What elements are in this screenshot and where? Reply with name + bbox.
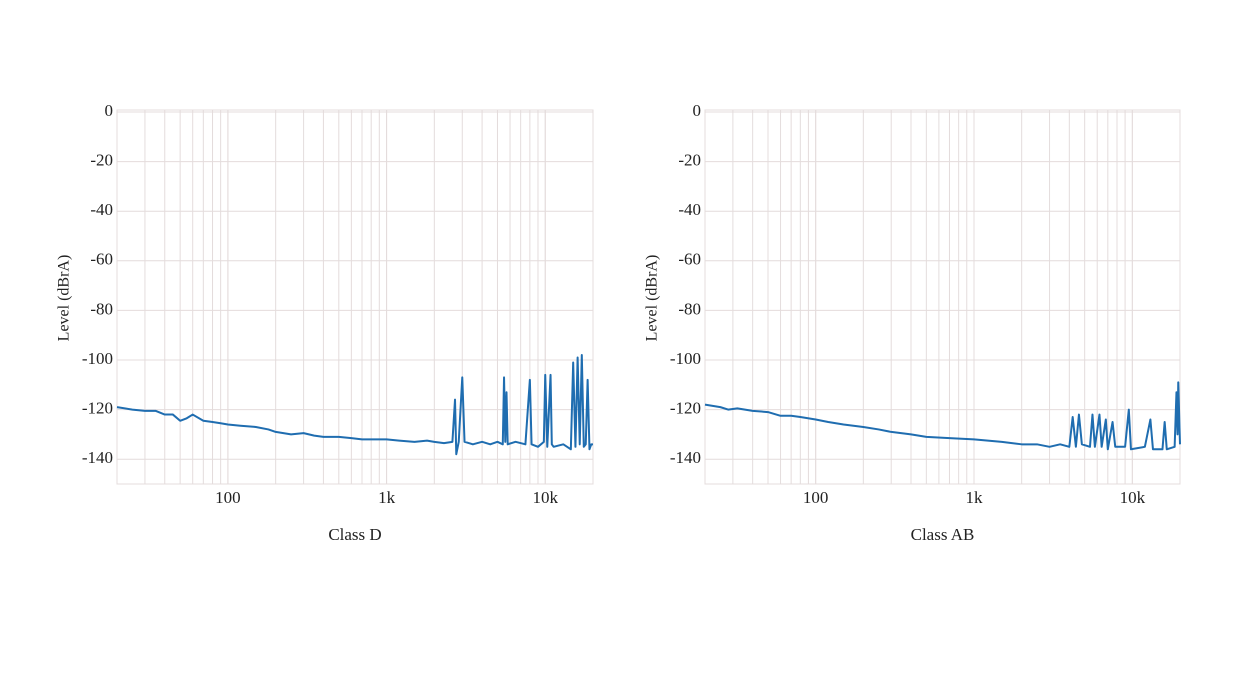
y-tick-label: -100 — [670, 349, 701, 368]
x-tick-label: 1k — [378, 488, 396, 507]
y-tick-label: -40 — [90, 200, 113, 219]
y-tick-label: -140 — [670, 448, 701, 467]
y-tick-label: -60 — [678, 250, 701, 269]
x-tick-label: 100 — [215, 488, 241, 507]
y-tick-label: -20 — [678, 151, 701, 170]
y-tick-label: -60 — [90, 250, 113, 269]
y-tick-label: 0 — [693, 101, 702, 120]
y-tick-label: -120 — [82, 399, 113, 418]
series-line — [116, 354, 593, 456]
plot-frame — [704, 109, 1181, 485]
y-axis-label: Level (dBrA) — [644, 255, 661, 342]
plot-frame — [116, 109, 594, 485]
y-tick-label: -100 — [82, 349, 113, 368]
y-tick-label: 0 — [105, 101, 114, 120]
x-axis-label: Class AB — [911, 525, 975, 544]
y-axis-label: Level (dBrA) — [56, 255, 73, 342]
y-tick-label: -80 — [90, 299, 113, 318]
x-axis-label: Class D — [328, 525, 381, 544]
y-tick-label: -40 — [678, 200, 701, 219]
y-tick-label: -120 — [670, 399, 701, 418]
series-line — [704, 381, 1181, 451]
y-tick-label: -20 — [90, 151, 113, 170]
y-tick-label: -80 — [678, 299, 701, 318]
x-tick-label: 100 — [803, 488, 829, 507]
x-tick-label: 10k — [1120, 488, 1146, 507]
x-tick-label: 1k — [966, 488, 984, 507]
y-tick-label: -140 — [82, 448, 113, 467]
x-tick-label: 10k — [532, 488, 558, 507]
